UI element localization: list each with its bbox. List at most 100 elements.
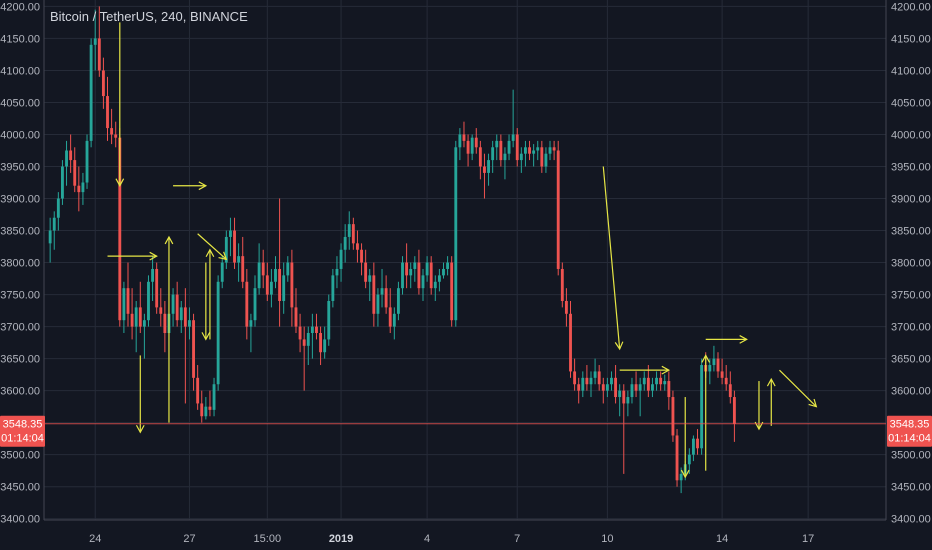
y-tick-label-right: 3750.00 (891, 290, 931, 302)
y-tick-label-right: 3600.00 (891, 386, 931, 398)
current-price-badge-right (887, 415, 932, 447)
candle-body (577, 384, 581, 391)
x-tick-label: 24 (89, 533, 101, 545)
candle-body (519, 153, 523, 161)
y-tick-label-right: 4200.00 (891, 1, 931, 13)
y-tick-label-left: 3450.00 (0, 482, 40, 494)
candle-body (630, 384, 634, 398)
y-tick-label-right: 4050.00 (891, 97, 931, 109)
y-tick-label-left: 3750.00 (0, 290, 40, 302)
candle-body (675, 435, 679, 481)
candle-body (483, 166, 486, 173)
candle-body (720, 371, 724, 378)
candle-body (130, 313, 134, 327)
candle-body (249, 320, 253, 327)
annotation-arrow-head (808, 398, 818, 408)
annotation-arrow-head (115, 178, 125, 187)
y-tick-label-left: 3650.00 (0, 354, 40, 366)
candle-body (122, 288, 126, 321)
candle-body (454, 147, 458, 321)
candle-body (220, 262, 224, 282)
annotation-arrow-line (197, 233, 227, 260)
candle-body (188, 320, 191, 327)
candle-body (446, 262, 450, 269)
current-price-badge-left (0, 415, 45, 447)
candle-body (368, 275, 372, 282)
candle-body (294, 307, 298, 327)
y-tick-label-left: 3700.00 (0, 322, 40, 334)
candle-body (233, 230, 236, 263)
candle-body (507, 140, 511, 154)
candle-body (241, 256, 245, 282)
candle-body (503, 153, 507, 161)
candle-body (429, 262, 433, 289)
candle-body (474, 137, 478, 148)
annotation-arrow-head (766, 377, 776, 387)
candle-body (245, 281, 249, 327)
candle-body (286, 262, 290, 276)
annotation-arrow-head (198, 181, 208, 191)
candle-body (458, 134, 462, 148)
candle-body (147, 281, 150, 321)
y-tick-label-left: 3950.00 (0, 162, 40, 174)
candle-body (417, 262, 421, 289)
candle-body (724, 377, 728, 385)
candle-body (442, 268, 445, 276)
x-tick-label: 2019 (329, 533, 353, 545)
candle-body (499, 140, 503, 161)
candle-body (622, 390, 626, 404)
candle-body (728, 384, 732, 398)
candle-body (269, 281, 273, 295)
candle-body (487, 160, 490, 173)
candle-body (351, 224, 355, 244)
candle-body (126, 288, 130, 314)
candle-body (712, 358, 716, 366)
annotation-arrow-head (614, 341, 624, 351)
candle-body (651, 384, 654, 391)
candle-body (601, 384, 605, 391)
candle-body (298, 326, 302, 340)
candle-body (163, 313, 167, 334)
y-tick-label-left: 4100.00 (0, 65, 40, 77)
y-tick-label-right: 4100.00 (891, 65, 931, 77)
y-tick-label-right: 3400.00 (891, 514, 931, 526)
candle-body (52, 217, 56, 231)
candle-body (93, 38, 97, 45)
annotation-arrow-head (135, 424, 145, 434)
candle-body (89, 44, 93, 141)
y-tick-label-right: 3450.00 (891, 482, 931, 494)
candle-body (216, 281, 220, 385)
candle-body (142, 320, 146, 327)
candle-body (450, 262, 454, 321)
candle-body (69, 150, 73, 161)
candle-body (118, 137, 122, 321)
candle-body (646, 377, 650, 391)
candle-body (282, 275, 286, 301)
x-tick-label: 7 (514, 533, 520, 545)
candle-body (253, 288, 257, 321)
candle-body (732, 397, 736, 424)
annotation-arrow-head (739, 335, 748, 344)
candle-body (638, 384, 642, 391)
candle-body (171, 294, 175, 314)
candle-body (495, 140, 499, 148)
current-price-label: 3548.35 (890, 419, 930, 431)
candle-body (61, 166, 64, 199)
candle-body (466, 140, 470, 154)
y-tick-label-right: 3800.00 (891, 258, 931, 270)
annotation-arrow-head (201, 332, 211, 341)
candle-body (384, 288, 388, 308)
candle-body (237, 256, 241, 263)
candle-body (310, 326, 314, 334)
candle-body (339, 249, 343, 269)
y-tick-label-left: 3400.00 (0, 514, 40, 526)
candle-body (392, 313, 396, 327)
y-tick-label-right: 4150.00 (891, 33, 931, 45)
candle-body (204, 406, 208, 417)
candle-body (85, 140, 89, 183)
candle-body (151, 268, 155, 282)
candle-body (134, 307, 138, 327)
candle-body (593, 371, 597, 378)
candle-body (536, 147, 540, 151)
